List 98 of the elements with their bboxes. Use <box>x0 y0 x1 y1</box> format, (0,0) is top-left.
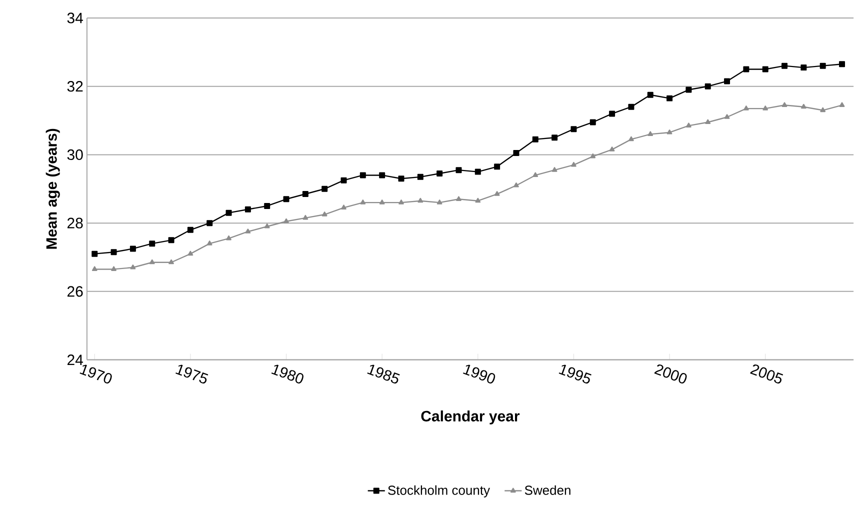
point <box>341 204 346 210</box>
point <box>244 206 251 213</box>
point <box>571 162 576 167</box>
y-axis-title: Mean age (years) <box>46 128 60 249</box>
point <box>494 191 500 196</box>
point <box>110 249 117 256</box>
point <box>245 228 251 234</box>
x-tick-label: 2000 <box>654 364 687 384</box>
point <box>744 106 749 111</box>
point <box>628 104 634 110</box>
point <box>130 264 136 270</box>
y-tick-label: 26 <box>68 286 83 297</box>
point <box>417 174 424 180</box>
point <box>609 110 616 117</box>
point <box>666 130 672 134</box>
point <box>92 250 98 257</box>
point <box>436 200 442 204</box>
x-tick-label: 1975 <box>176 364 208 384</box>
point <box>226 210 232 216</box>
point <box>762 66 768 72</box>
point <box>111 266 116 272</box>
point <box>628 136 634 142</box>
point <box>360 200 366 204</box>
point <box>398 200 404 204</box>
point <box>782 102 788 108</box>
y-tick-label: 28 <box>68 218 83 229</box>
point <box>475 198 481 203</box>
x-tick-label: 1990 <box>462 364 496 384</box>
point <box>340 177 347 184</box>
point <box>168 237 174 244</box>
point <box>647 92 654 98</box>
point <box>839 102 845 108</box>
point <box>283 196 290 202</box>
point <box>801 104 806 109</box>
y-tick-label: 34 <box>67 12 83 24</box>
point <box>704 83 711 90</box>
point <box>552 134 558 141</box>
point <box>800 64 807 71</box>
y-tick-label: 24 <box>68 354 83 366</box>
point <box>532 136 538 142</box>
y-tick-label: 32 <box>67 81 83 92</box>
x-tick-label: 1980 <box>271 364 304 384</box>
point <box>782 62 788 69</box>
point <box>705 119 711 124</box>
point <box>188 250 194 256</box>
point <box>206 240 212 246</box>
point <box>379 172 386 178</box>
point <box>532 172 538 178</box>
point <box>570 126 577 132</box>
point <box>552 167 558 172</box>
point <box>379 200 385 204</box>
point <box>149 240 156 247</box>
point <box>820 62 826 69</box>
y-tick-label: 30 <box>67 150 83 160</box>
point <box>686 86 692 93</box>
point <box>226 236 232 240</box>
point <box>590 119 596 126</box>
point <box>302 191 308 198</box>
point <box>456 167 462 174</box>
point <box>513 150 520 156</box>
point <box>206 220 213 226</box>
legend-label: Stockholm county <box>388 485 490 498</box>
point <box>474 168 481 175</box>
x-tick-label: 2005 <box>750 364 784 384</box>
point <box>762 106 768 111</box>
point <box>648 131 654 136</box>
point <box>494 164 500 170</box>
point <box>418 198 424 203</box>
point <box>514 182 519 188</box>
point <box>666 95 673 102</box>
point <box>686 122 692 128</box>
point <box>130 246 136 252</box>
point <box>609 146 615 152</box>
point <box>187 227 194 234</box>
point <box>839 61 846 68</box>
x-tick-label: 1995 <box>558 364 592 384</box>
point <box>149 260 155 264</box>
x-tick-label: 1970 <box>80 364 112 384</box>
point <box>590 154 596 158</box>
point <box>322 186 328 192</box>
point <box>360 172 366 178</box>
point <box>398 176 404 182</box>
point <box>264 203 270 210</box>
legend-label: Sweden <box>524 485 570 496</box>
x-tick-label: 1985 <box>367 364 400 384</box>
point <box>436 170 443 177</box>
point <box>724 78 730 84</box>
point <box>284 218 289 224</box>
point <box>743 66 750 72</box>
point <box>92 266 98 272</box>
x-axis-title: Calendar year <box>421 410 520 425</box>
point <box>168 260 174 264</box>
point <box>456 196 462 202</box>
point <box>820 107 826 112</box>
point <box>302 215 308 220</box>
point <box>322 212 328 216</box>
point <box>724 114 730 120</box>
point <box>264 224 270 228</box>
